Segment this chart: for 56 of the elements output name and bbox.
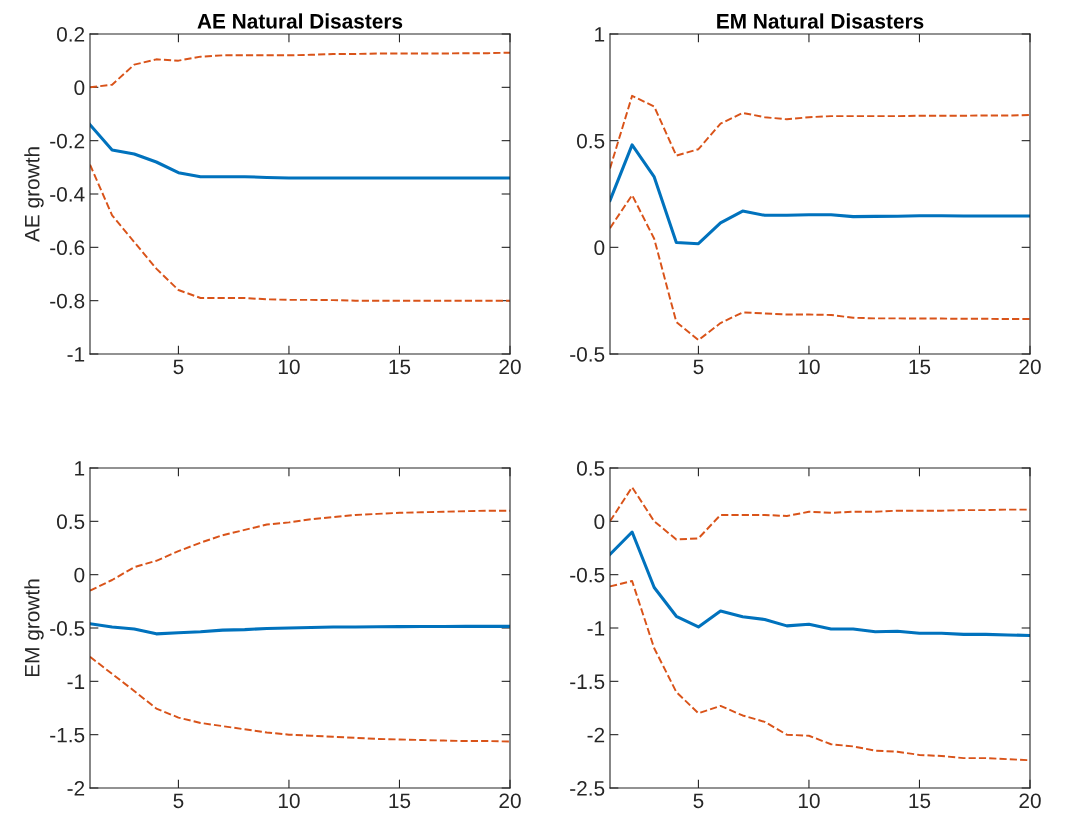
y-tick-label: -0.8 [50,293,85,309]
y-tick-label: 0 [74,567,85,583]
line-series [90,123,510,180]
y-tick-label: 0 [594,514,605,530]
y-tick-label: 1 [595,27,605,42]
x-tick-label: 20 [499,793,521,809]
x-tick-label: 20 [1019,359,1041,375]
x-tick-label: 20 [1019,793,1041,809]
x-tick-label: 15 [909,793,931,809]
y-tick-label: -2.5 [570,781,605,796]
y-tick-label: 1 [75,461,85,476]
y-tick-label: -1 [67,347,85,362]
line-series [610,580,1030,762]
chart-title: AE Natural Disasters [197,13,403,29]
line-series [610,486,1030,541]
y-tick-label: 0.5 [56,514,85,530]
line-series [610,94,1030,170]
x-tick-label: 5 [173,359,184,375]
x-tick-label: 10 [798,359,820,375]
x-tick-label: 5 [173,793,184,809]
y-tick-label: 0.5 [576,461,605,476]
x-tick-label: 10 [278,359,300,375]
y-tick-label: 0 [74,80,85,96]
y-tick-label: -1 [67,674,85,689]
y-tick-label: -0.4 [50,187,85,202]
line-series [610,143,1030,246]
line-series [90,51,510,89]
x-tick-label: 5 [693,359,704,375]
chart-title: EM Natural Disasters [717,13,924,29]
y-tick-label: -0.5 [570,347,605,362]
y-axis-title: EM growth [24,579,44,677]
y-tick-label: 0.2 [56,27,85,42]
line-series [610,530,1030,637]
y-tick-label: 0.5 [576,133,605,149]
y-tick-label: 0 [594,240,605,256]
x-tick-label: 10 [278,793,300,809]
x-tick-label: 5 [693,793,704,809]
y-tick-label: -0.2 [50,133,85,149]
x-tick-label: 15 [389,793,411,809]
y-axis-title: AE growth [24,147,44,243]
y-tick-label: -2 [587,727,605,743]
y-tick-label: -1 [587,621,605,636]
x-tick-label: 20 [499,359,521,375]
x-tick-label: 10 [798,793,820,809]
line-series [90,163,510,302]
line-series [610,194,1030,342]
line-series [90,655,510,743]
x-tick-label: 15 [909,359,931,375]
y-tick-label: -0.5 [50,621,85,636]
x-tick-label: 15 [389,359,411,375]
y-tick-label: -0.5 [570,567,605,583]
y-tick-label: -1.5 [50,727,85,743]
y-tick-label: -1.5 [570,674,605,690]
line-series [90,622,510,636]
y-tick-label: -2 [67,781,85,796]
y-tick-label: -0.6 [50,240,85,256]
